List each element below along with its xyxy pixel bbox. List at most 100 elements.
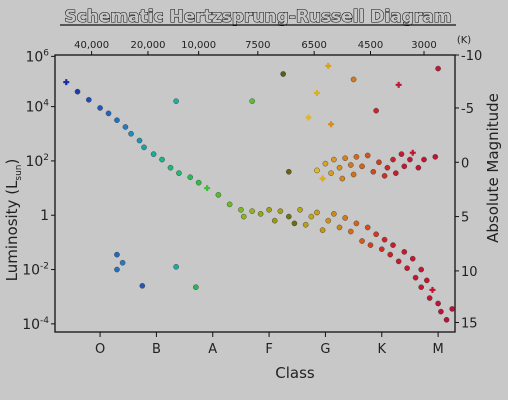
star-point — [114, 266, 120, 273]
star-point — [339, 175, 346, 182]
star-point — [226, 201, 233, 208]
star-point — [350, 76, 357, 83]
class-tick-label: A — [208, 342, 217, 357]
magnitude-tick-label: -5 — [461, 102, 474, 117]
star-point — [393, 170, 399, 176]
star-point — [187, 174, 194, 181]
star-point — [409, 149, 416, 156]
star-point — [401, 249, 408, 255]
temperature-tick-label: 10,000 — [181, 40, 216, 51]
star-point — [398, 151, 405, 157]
star-point — [114, 117, 120, 123]
class-tick-label: O — [95, 342, 105, 357]
magnitude-tick-label: 10 — [461, 265, 478, 280]
star-point — [328, 121, 335, 128]
class-tick-label: G — [320, 342, 330, 357]
star-point — [381, 236, 388, 243]
star-point — [249, 208, 255, 214]
star-point — [353, 154, 360, 160]
star-point — [305, 114, 312, 121]
luminosity-tick-label: 102 — [25, 153, 49, 170]
class-tick-label: K — [377, 342, 386, 357]
luminosity-tick-exponent: 6 — [43, 48, 49, 58]
temperature-axis: 40,000 20,000 10,000 7500 6500 4500 3000 — [74, 40, 437, 55]
star-point — [449, 306, 455, 312]
star-point — [418, 284, 424, 290]
star-point — [74, 88, 81, 95]
star-point — [367, 242, 374, 248]
star-point — [336, 164, 343, 171]
temperature-tick-label: 20,000 — [130, 40, 165, 51]
luminosity-tick-exponent: -2 — [40, 262, 49, 272]
star-point — [407, 156, 413, 163]
star-point — [319, 227, 326, 233]
y-axis-title: Luminosity (Lsun) — [3, 159, 24, 282]
star-point — [128, 130, 134, 137]
star-point — [331, 156, 337, 163]
star-point — [364, 152, 371, 159]
star-point — [204, 185, 211, 192]
star-point — [215, 192, 222, 198]
star-point — [302, 221, 309, 228]
star-point — [150, 151, 157, 157]
star-point — [173, 98, 179, 104]
star-point — [381, 173, 388, 179]
star-point — [438, 308, 444, 315]
star-point — [359, 163, 365, 170]
star-point — [266, 206, 272, 213]
star-point — [238, 206, 244, 213]
star-point — [314, 209, 320, 216]
star-point — [432, 154, 439, 160]
star-point — [286, 168, 292, 175]
star-point — [412, 274, 419, 281]
temperature-tick-label: 3000 — [411, 40, 436, 51]
star-point — [395, 258, 402, 265]
star-point — [322, 160, 329, 167]
class-tick-label: F — [265, 342, 272, 357]
class-tick-label: B — [152, 342, 161, 357]
luminosity-tick-base: 10 — [25, 49, 43, 65]
luminosity-tick-base: 10 — [25, 154, 43, 170]
y-axis-title-close: ) — [3, 159, 21, 165]
luminosity-tick-exponent: -4 — [40, 316, 49, 326]
magnitude-axis: -10 -5 0 5 10 15 — [455, 49, 482, 331]
luminosity-tick-exponent: 2 — [43, 153, 49, 163]
star-point — [139, 283, 146, 289]
star-point — [387, 251, 394, 258]
star-point — [353, 220, 360, 227]
magnitude-tick-label: -10 — [461, 49, 482, 64]
temperature-tick-label: 7500 — [245, 40, 270, 51]
star-point — [426, 295, 433, 301]
star-point — [376, 159, 382, 166]
star-point — [97, 105, 103, 111]
temperature-unit-label: (K) — [457, 35, 471, 46]
star-point — [415, 164, 422, 171]
star-point — [373, 107, 379, 114]
luminosity-tick-base: 10 — [22, 317, 40, 333]
star-point — [193, 284, 199, 290]
star-point — [257, 211, 264, 217]
y-axis-title-main: Luminosity (L — [3, 180, 21, 281]
star-point — [277, 208, 284, 214]
star-point — [159, 156, 165, 163]
star-point — [435, 65, 441, 72]
star-point — [342, 155, 348, 161]
y2-axis-title: Absolute Magnitude — [484, 93, 502, 243]
star-point — [390, 156, 396, 163]
luminosity-tick-base: 10 — [22, 263, 40, 279]
luminosity-tick-label: 10-4 — [22, 316, 49, 333]
star-point — [336, 224, 343, 231]
star-point — [350, 171, 357, 178]
star-point — [308, 213, 315, 220]
star-point — [195, 179, 202, 186]
magnitude-tick-label: 5 — [461, 211, 469, 226]
star-point — [249, 98, 255, 104]
star-point — [424, 277, 430, 284]
star-points — [63, 62, 455, 323]
star-point — [378, 246, 385, 252]
star-point — [359, 238, 365, 244]
temperature-tick-label: 6500 — [301, 40, 326, 51]
star-point — [409, 255, 416, 262]
